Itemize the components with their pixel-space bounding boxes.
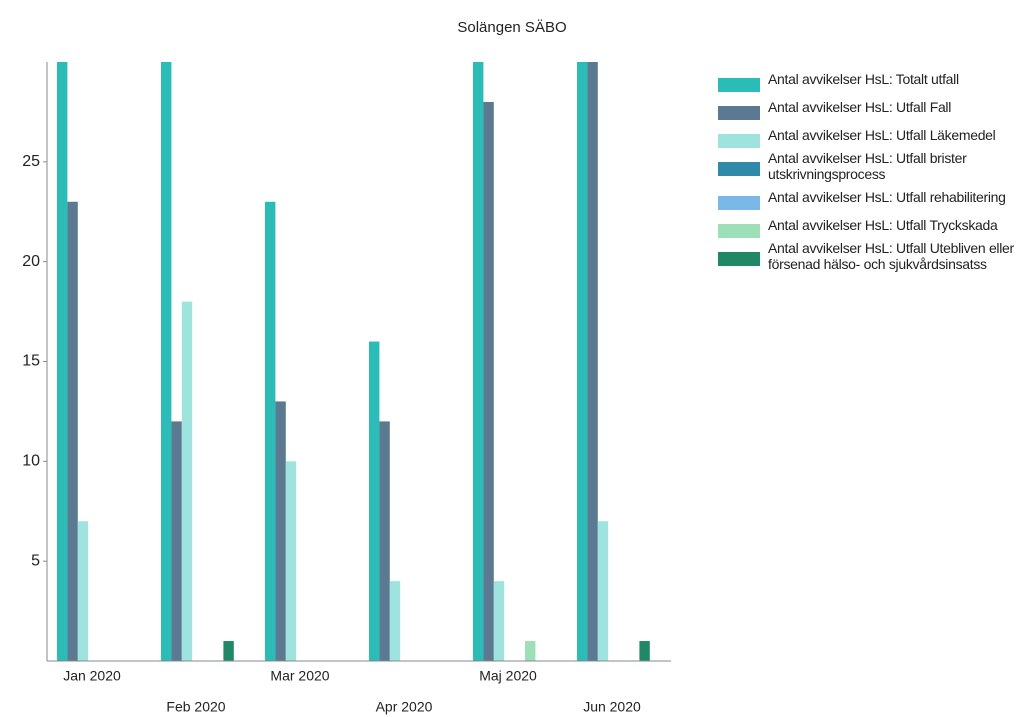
legend-swatch — [718, 134, 760, 148]
legend-swatch — [718, 196, 760, 210]
y-tick-label: 5 — [31, 552, 40, 569]
bar — [389, 581, 401, 661]
legend: Antal avvikelser HsL: Totalt utfall Antal… — [718, 66, 1023, 274]
bar — [369, 341, 380, 661]
bar — [57, 62, 68, 661]
legend-label: Antal avvikelser HsL: Totalt utfall — [768, 71, 959, 87]
legend-label: Antal avvikelser HsL: Utfall brister uts… — [768, 150, 967, 182]
x-tick-label: Apr 2020 — [376, 699, 433, 715]
y-tick-label: 20 — [22, 253, 40, 270]
legend-item: Antal avvikelser HsL: Utfall Utebliven e… — [718, 240, 1023, 272]
y-tick-label: 15 — [22, 353, 40, 370]
legend-item: Antal avvikelser HsL: Utfall Fall — [718, 94, 1023, 120]
legend-label: Antal avvikelser HsL: Utfall rehabiliter… — [768, 189, 1006, 205]
bar — [171, 421, 182, 661]
x-tick-label: Feb 2020 — [166, 699, 225, 715]
legend-swatch — [718, 162, 760, 176]
bar — [223, 641, 234, 661]
bar — [597, 521, 609, 661]
x-tick-label: Jun 2020 — [583, 699, 641, 715]
chart: Solängen SÄBO 5 10 15 20 25 Jan 2020 Feb 2020 M… — [22, 19, 671, 715]
legend-item: Antal avvikelser HsL: Utfall Läkemedel — [718, 122, 1023, 148]
bar — [275, 401, 286, 661]
legend-label: Antal avvikelser HsL: Utfall Läkemedel — [768, 127, 996, 143]
bar — [493, 581, 505, 661]
plot-area — [57, 62, 650, 662]
x-tick-label: Maj 2020 — [479, 668, 537, 684]
bar — [67, 201, 78, 661]
chart-title: Solängen SÄBO — [457, 19, 566, 36]
bar — [181, 301, 193, 661]
x-tick-label: Mar 2020 — [270, 668, 329, 684]
legend-swatch — [718, 78, 760, 92]
legend-item: Antal avvikelser HsL: Utfall Tryckskada — [718, 212, 1023, 238]
bar — [379, 421, 390, 661]
bar — [265, 201, 276, 661]
legend-label: Antal avvikelser HsL: Utfall Utebliven e… — [768, 240, 1014, 272]
bar — [483, 101, 494, 661]
legend-item: Antal avvikelser HsL: Totalt utfall — [718, 66, 1023, 92]
y-tick-label: 25 — [22, 153, 40, 170]
x-tick-label: Jan 2020 — [63, 668, 121, 684]
legend-swatch — [718, 224, 760, 238]
legend-swatch — [718, 106, 760, 120]
bar — [587, 62, 598, 661]
y-tick-label: 10 — [22, 453, 40, 470]
bar — [577, 62, 588, 662]
bar — [161, 62, 172, 662]
legend-item: Antal avvikelser HsL: Utfall brister uts… — [718, 150, 1023, 182]
legend-item: Antal avvikelser HsL: Utfall rehabiliter… — [718, 184, 1023, 210]
legend-swatch — [718, 252, 760, 266]
legend-label: Antal avvikelser HsL: Utfall Tryckskada — [768, 217, 998, 233]
bar — [285, 461, 297, 661]
bar — [639, 641, 650, 661]
bar — [473, 62, 484, 662]
bar — [525, 641, 536, 661]
legend-label: Antal avvikelser HsL: Utfall Fall — [768, 99, 952, 115]
bar — [77, 521, 89, 661]
